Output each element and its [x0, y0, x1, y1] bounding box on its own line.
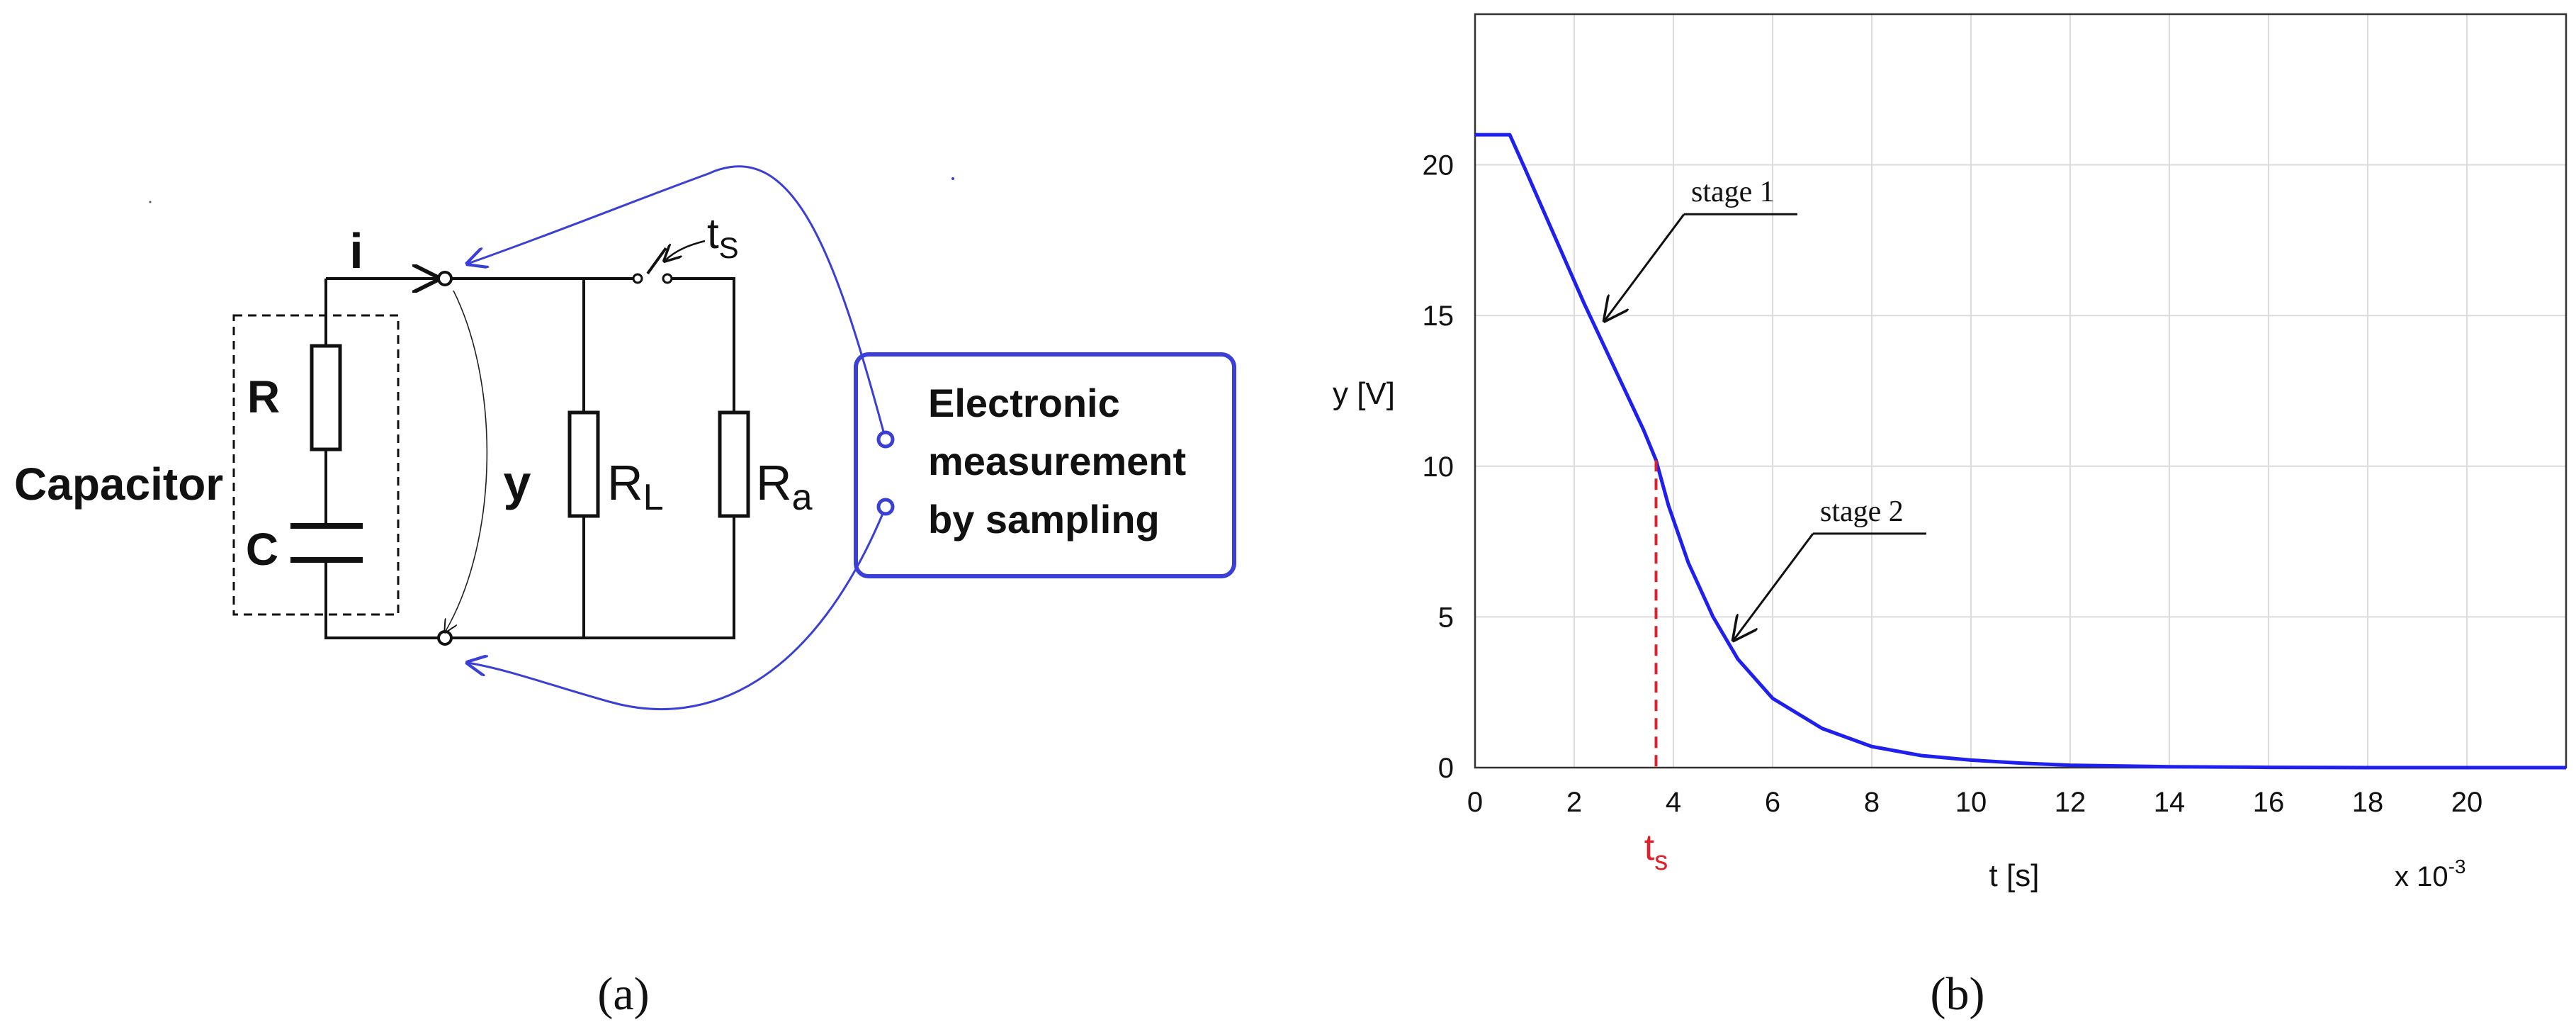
annotation-label: stage 1: [1691, 176, 1775, 208]
y-tick-label: 20: [1423, 150, 1454, 181]
measurement-line-1: Electronic: [928, 381, 1120, 425]
x-tick-label: 18: [2352, 787, 2384, 818]
capacitor-dashed-box: [232, 314, 400, 616]
ts-label: ts: [1644, 827, 1668, 876]
r-label: R: [247, 371, 280, 422]
x-tick-label: 16: [2253, 787, 2285, 818]
rl-label-sub: L: [643, 477, 664, 518]
annotation-layer: stage 1 stage 2: [1605, 176, 1926, 640]
wire-bottom-rail: [451, 517, 735, 639]
ra-label-sub: a: [792, 477, 813, 518]
switch-right-contact: [662, 273, 673, 284]
switch-label-sub: S: [719, 231, 739, 264]
y-voltage-arrow: [445, 290, 488, 632]
series-line: [1475, 133, 2566, 770]
ra-label-main: R: [756, 455, 792, 510]
y-tick-label: 0: [1438, 753, 1454, 784]
annotation-arrow: [1734, 533, 1814, 640]
current-label: i: [349, 223, 363, 279]
measurement-port-1: [876, 430, 895, 449]
decay-chart: 0 2 4 6 8 10 12 14 16 18 20 0 5 10 15 20 stage 1 stage 2…: [1333, 13, 2567, 893]
panel-label-a: (a): [597, 968, 649, 1020]
terminal-top: [437, 271, 453, 286]
x-multiplier-base: x 10: [2395, 861, 2448, 892]
measurement-line-3: by sampling: [928, 497, 1160, 542]
annotation-label: stage 2: [1820, 495, 1904, 528]
stray-dot-2: [951, 177, 954, 180]
measurement-box: [854, 352, 1236, 578]
y-axis-label: y [V]: [1333, 376, 1395, 411]
y-label: y: [504, 455, 531, 510]
ts-label-sub: s: [1654, 846, 1668, 876]
rl-label: RL: [607, 455, 663, 518]
x-tick-label: 4: [1666, 787, 1681, 818]
stray-dot-1: [149, 201, 152, 203]
y-tick-label: 5: [1438, 602, 1454, 633]
x-axis-label: t [s]: [1989, 858, 2040, 893]
measurement-line-2: measurement: [928, 439, 1186, 483]
x-tick-label: 10: [1955, 787, 1987, 818]
tick-labels: 0 2 4 6 8 10 12 14 16 18 20 0 5 10 15 20: [1423, 150, 2483, 818]
plot-frame: [1474, 13, 2567, 769]
switch-label: tS: [707, 210, 739, 264]
terminal-bottom: [437, 630, 453, 646]
measurement-port-2: [876, 498, 895, 516]
y-tick-label: 10: [1423, 452, 1454, 483]
annotation-arrow: [1605, 213, 1685, 320]
resistor-rl: [567, 410, 600, 518]
x-tick-label: 2: [1566, 787, 1582, 818]
x-tick-label: 0: [1467, 787, 1483, 818]
switch-pointer: [665, 240, 706, 261]
y-tick-label: 15: [1423, 301, 1454, 332]
ra-label: Ra: [756, 455, 813, 518]
x-multiplier-exp: -3: [2448, 856, 2466, 877]
wire-bottom-left: [324, 560, 439, 639]
resistor-ra: [718, 410, 750, 518]
switch-left-contact: [632, 273, 643, 284]
x-tick-label: 12: [2055, 787, 2086, 818]
circuit-diagram: i tS R Capacitor C y RL Ra Electronic me…: [14, 165, 1236, 711]
x-multiplier: x 10-3: [2395, 856, 2466, 892]
x-tick-label: 14: [2154, 787, 2186, 818]
x-tick-label: 6: [1765, 787, 1780, 818]
x-tick-label: 20: [2451, 787, 2483, 818]
rl-label-main: R: [607, 455, 643, 510]
switch-blade: [646, 247, 667, 275]
wire-top-right: [672, 277, 735, 397]
x-tick-label: 8: [1864, 787, 1880, 818]
switch-label-main: t: [707, 210, 719, 257]
capacitor-label: Capacitor: [14, 459, 223, 510]
resistor-r: [310, 344, 342, 452]
measurement-wire-top: [468, 165, 887, 440]
panel-label-b: (b): [1931, 968, 1985, 1020]
measurement-wire-bottom: [468, 506, 887, 711]
grid-lines: [1474, 14, 2566, 768]
c-label: C: [246, 524, 278, 575]
ts-label-main: t: [1644, 827, 1655, 868]
